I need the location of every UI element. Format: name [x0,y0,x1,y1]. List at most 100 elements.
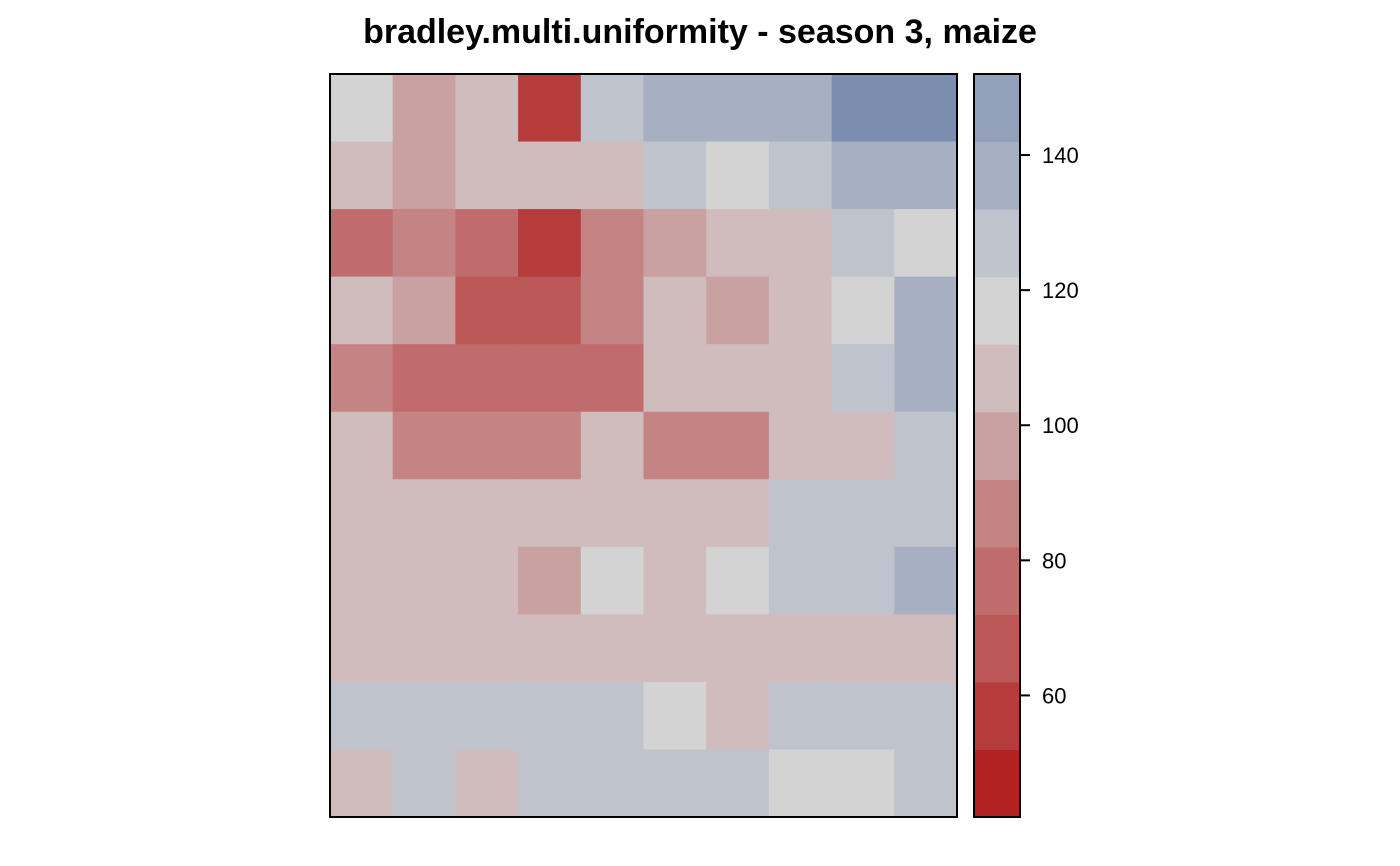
heatmap-cell [330,344,394,413]
heatmap-cell [768,411,833,480]
heatmap-cell [643,209,707,278]
heatmap-cell [768,749,833,818]
heatmap-cell [580,209,645,278]
colorbar-swatch [974,749,1020,818]
heatmap-cell [518,209,582,278]
heatmap-cell [706,74,770,143]
heatmap-cell [330,614,394,683]
heatmap-cell [894,141,958,210]
heatmap-cell [768,276,833,345]
heatmap-cell [455,141,519,210]
heatmap-cell [706,749,770,818]
colorbar-frame [973,73,1021,818]
heatmap-cell [455,614,519,683]
heatmap-cell [706,276,770,345]
heatmap-cell [894,209,958,278]
heatmap-cell [768,479,833,548]
heatmap-cell [831,276,895,345]
heatmap-cell [706,479,770,548]
heatmap-cell [518,74,582,143]
heatmap-cell [580,681,645,751]
heatmap-cell [706,344,770,413]
heatmap-cell [455,749,519,818]
heatmap-cell [894,276,958,345]
heatmap-cell [330,74,394,143]
heatmap-cell [768,681,833,751]
heatmap-cell [643,749,707,818]
heatmap-cell [894,749,958,818]
heatmap-cell [894,344,958,413]
heatmap-cell [643,479,707,548]
heatmap-cell [518,479,582,548]
heatmap-cell [768,614,833,683]
heatmap-cell [831,411,895,480]
heatmap-cell [518,681,582,751]
heatmap-cell [831,614,895,683]
heatmap-cell [580,749,645,818]
heatmap-cell [831,209,895,278]
heatmap-cell [643,614,707,683]
heatmap-cell [894,681,958,751]
heatmap-cell [392,276,456,345]
heatmap-cell [894,74,958,143]
heatmap-cell [831,546,895,615]
heatmap-cell [455,276,519,345]
heatmap-cell [894,546,958,615]
colorbar-tick-label: 100 [1042,413,1079,438]
heatmap-cell [831,74,895,143]
heatmap-cell [831,141,895,210]
heatmap-cell [580,74,645,143]
heatmap-cell [643,411,707,480]
heatmap-cell [392,411,456,480]
heatmap-cell [643,546,707,615]
colorbar-tick-label: 120 [1042,278,1079,303]
heatmap-cell [455,681,519,751]
heatmap-cell [643,74,707,143]
heatmap-cell [706,546,770,615]
heatmap-cell [706,681,770,751]
heatmap-cell [455,209,519,278]
heatmap-cell [643,344,707,413]
heatmap-cell [392,209,456,278]
heatmap-cell [518,614,582,683]
colorbar-swatch [974,74,1020,143]
plot-frame [329,73,958,818]
heatmap-cell [330,141,394,210]
heatmap-cell [518,276,582,345]
heatmap-cell [330,209,394,278]
heatmap-cell [392,749,456,818]
heatmap-cell [580,479,645,548]
heatmap-cell [706,411,770,480]
heatmap-cell [330,411,394,480]
heatmap-cell [518,344,582,413]
colorbar-ticks: 60 80 100 120 140 [1020,143,1079,708]
heatmap-cell [894,411,958,480]
heatmap-cell [706,209,770,278]
colorbar-swatch [974,344,1020,413]
colorbar-swatch [974,141,1020,210]
heatmap-cell [392,681,456,751]
heatmap-cell [706,614,770,683]
colorbar-swatch [974,411,1020,480]
heatmap-cell [580,344,645,413]
heatmap-cell [643,276,707,345]
colorbar-swatch [974,681,1020,751]
colorbar [974,74,1020,818]
colorbar-tick-label: 80 [1042,548,1066,573]
colorbar-tick-label: 140 [1042,143,1079,168]
heatmap-cell [518,749,582,818]
heatmap-cell [894,614,958,683]
heatmap-cell [455,411,519,480]
heatmap-cell [768,141,833,210]
heatmap-cell [768,74,833,143]
heatmap-cell [768,546,833,615]
heatmap-cell [768,344,833,413]
heatmap-cell [580,614,645,683]
heatmap-cell [455,479,519,548]
heatmap-cell [580,546,645,615]
heatmap-cell [518,546,582,615]
heatmap-cell [643,141,707,210]
colorbar-tick-label: 60 [1042,683,1066,708]
colorbar-swatch [974,614,1020,683]
